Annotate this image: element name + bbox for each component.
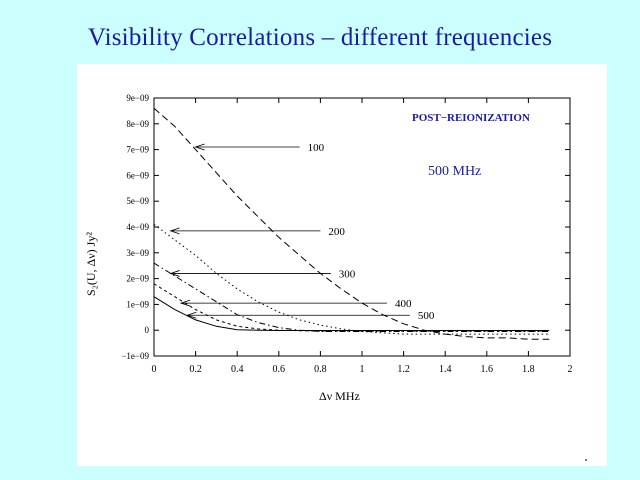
axis-ticks: 0 0.2 0.4 0.6 0.8 1 1.2 1.4 1.6 1.8 2−1e−0901e−092… — [121, 93, 572, 375]
series-line-300 — [153, 262, 550, 332]
x-tick-label: 0.6 — [273, 364, 286, 375]
series-label-500: 500 — [418, 310, 435, 322]
y-axis-label: S₂(U, Δν) Jy² — [84, 232, 98, 296]
y-tick-label: 1e−09 — [126, 299, 149, 309]
plot-frame — [153, 97, 571, 357]
x-tick-label: 0.2 — [189, 364, 202, 375]
y-tick-label: −1e−09 — [121, 351, 149, 361]
y-tick-label: 0 — [145, 325, 150, 335]
x-tick-label: 0.8 — [314, 364, 327, 375]
x-tick-label: 0.4 — [231, 364, 244, 375]
chart-subtitle: 500 MHz — [428, 164, 481, 179]
series-label-400: 400 — [395, 298, 412, 310]
figure-panel: 0 0.2 0.4 0.6 0.8 1 1.2 1.4 1.6 1.8 2 −1e−09 0 1e−09 2… — [77, 64, 607, 466]
x-tick-label: 2 — [568, 364, 573, 375]
x-tick-label: 1.6 — [481, 364, 494, 375]
x-tick-label: 1.2 — [397, 364, 410, 375]
correlation-chart: 0 0.2 0.4 0.6 0.8 1 1.2 1.4 1.6 1.8 2−1e−0901e−092… — [84, 93, 573, 403]
pointer-arrow-400 — [179, 299, 191, 307]
series-line-500 — [153, 296, 550, 331]
x-tick-label: 1.8 — [522, 364, 535, 375]
x-axis-label: Δν MHz — [319, 389, 360, 403]
pointer-arrow-100 — [194, 143, 205, 151]
annotations: 100 200 300 400 500 — [169, 142, 435, 322]
y-tick-label: 6e−09 — [126, 170, 149, 180]
y-tick-label: 2e−09 — [126, 274, 149, 284]
chart-title: POST−REIONIZATION — [412, 112, 530, 124]
series-line-200 — [153, 223, 550, 335]
y-tick-label: 7e−09 — [126, 145, 149, 155]
x-tick-label: 1.4 — [439, 364, 452, 375]
slide-corner-dot — [585, 459, 587, 461]
y-tick-label: 8e−09 — [126, 119, 149, 129]
slide-title: Visibility Correlations – different freq… — [87, 24, 553, 51]
series-line-100 — [153, 107, 550, 340]
series-label-100: 100 — [308, 142, 325, 154]
y-tick-label: 5e−09 — [126, 196, 149, 206]
pointer-arrow-300 — [169, 270, 180, 277]
series-label-200: 200 — [328, 226, 345, 238]
y-tick-label: 3e−09 — [126, 248, 149, 258]
pointer-arrow-500 — [186, 311, 197, 319]
series-label-300: 300 — [339, 268, 356, 280]
x-tick-label: 1 — [360, 364, 365, 375]
series-line-400 — [153, 283, 550, 332]
y-tick-label: 4e−09 — [126, 222, 149, 232]
y-tick-label: 9e−09 — [126, 93, 149, 103]
x-tick-label: 0 — [152, 364, 157, 375]
series-layer — [153, 107, 550, 340]
pointer-arrow-200 — [169, 227, 180, 235]
